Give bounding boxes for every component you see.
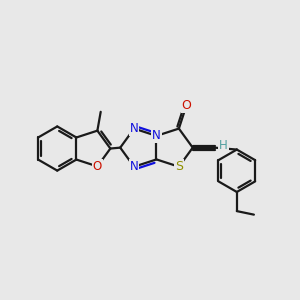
Text: N: N — [152, 129, 161, 142]
Text: O: O — [182, 99, 191, 112]
Text: N: N — [130, 160, 139, 173]
Text: H: H — [219, 139, 228, 152]
Text: O: O — [93, 160, 102, 173]
Text: S: S — [175, 160, 183, 173]
Text: N: N — [130, 122, 139, 135]
